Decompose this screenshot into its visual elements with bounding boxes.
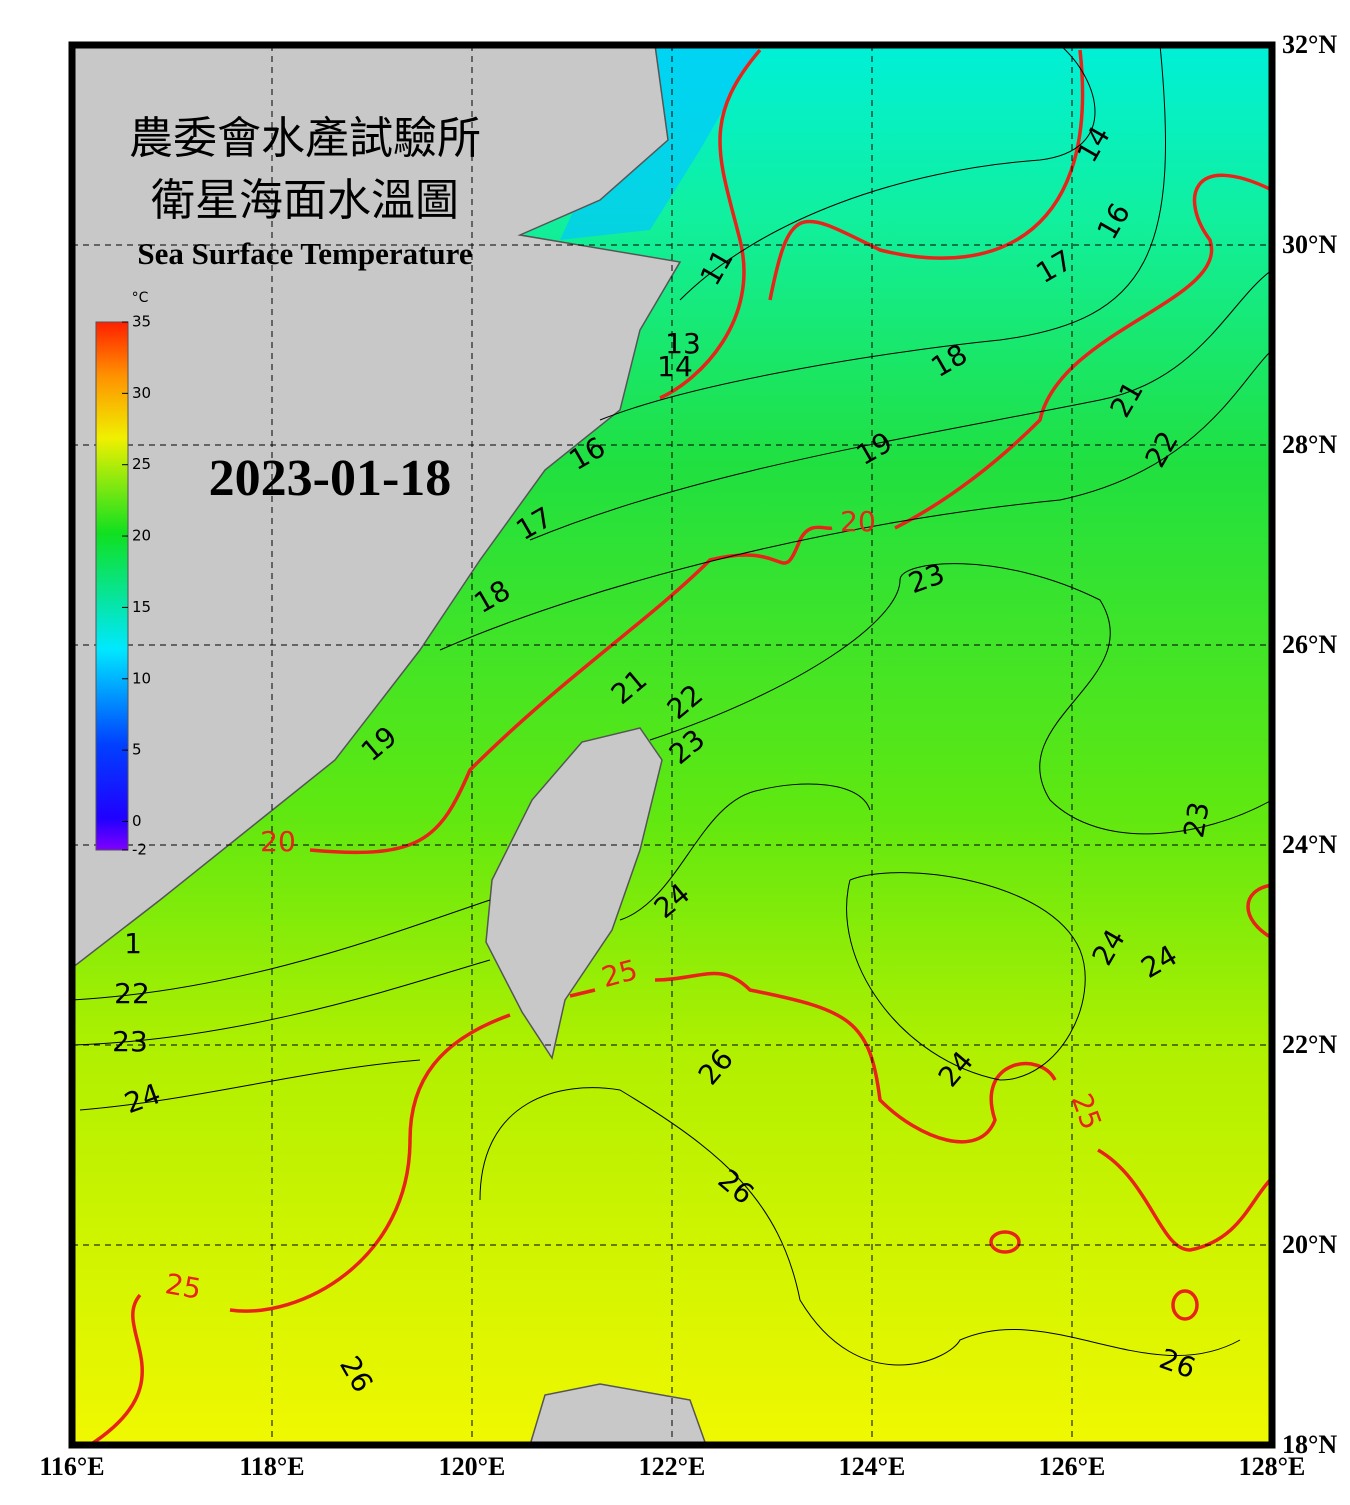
lat-label: 22°N <box>1282 1030 1337 1059</box>
lat-label: 24°N <box>1282 830 1337 859</box>
colorbar <box>95 321 129 851</box>
lon-label: 116°E <box>39 1452 104 1481</box>
lat-label: 30°N <box>1282 230 1337 259</box>
contour-label: 14 <box>657 350 693 383</box>
lon-label: 128°E <box>1239 1452 1306 1481</box>
title-line: 農委會水產試驗所 <box>129 114 481 163</box>
colorbar-tick-label: 35 <box>132 313 151 331</box>
colorbar-tick-label: 5 <box>132 741 142 759</box>
date: 2023-01-18 <box>209 450 452 507</box>
contour-label: 23 <box>112 1025 148 1058</box>
colorbar-unit: °C <box>132 290 149 306</box>
lon-label: 120°E <box>439 1452 506 1481</box>
colorbar-tick-label: 20 <box>132 527 151 545</box>
black-contours <box>71 44 1273 1366</box>
colorbar-tick-label: -2 <box>132 841 147 859</box>
contour-label: 13 <box>665 327 701 360</box>
subtitle: Sea Surface Temperature <box>137 236 472 271</box>
title-line: 衛星海面水溫圖 <box>151 176 459 225</box>
colorbar-tick-label: 0 <box>132 812 142 830</box>
lat-label: 32°N <box>1282 30 1337 59</box>
lat-label: 20°N <box>1282 1230 1337 1259</box>
colorbar-tick-label: 30 <box>132 384 151 402</box>
lat-label: 18°N <box>1282 1430 1337 1459</box>
colorbar-tick-label: 10 <box>132 669 151 687</box>
contour-label: 23 <box>1177 799 1216 840</box>
contour-label: 1 <box>124 927 142 960</box>
lon-label: 124°E <box>839 1452 906 1481</box>
contour-label: 22 <box>114 977 150 1010</box>
lon-label: 126°E <box>1039 1452 1106 1481</box>
colorbar-tick-label: 15 <box>132 598 151 616</box>
map-frame <box>68 41 1276 1449</box>
lat-label: 26°N <box>1282 630 1337 659</box>
contour-label: 20 <box>840 505 876 538</box>
contour-label: 25 <box>163 1267 204 1306</box>
lat-label: 28°N <box>1282 430 1337 459</box>
lon-label: 118°E <box>239 1452 304 1481</box>
lon-label: 122°E <box>639 1452 706 1481</box>
contour-label: 20 <box>260 825 296 858</box>
colorbar-tick-label: 25 <box>132 455 151 473</box>
